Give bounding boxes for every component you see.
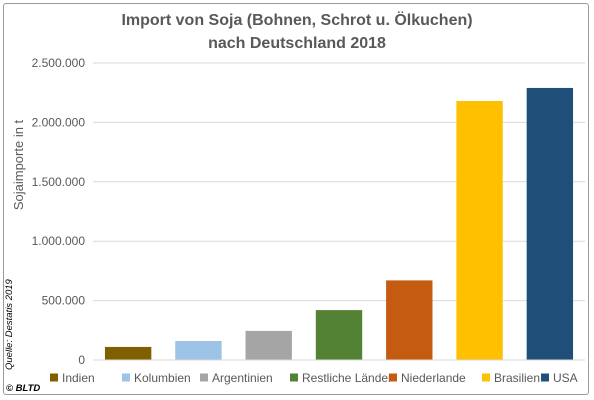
legend-item: Kolumbien xyxy=(122,371,191,385)
gridlines xyxy=(93,62,585,302)
bars xyxy=(104,87,574,361)
legend-label: Niederlande xyxy=(401,371,466,385)
source-note: Quelle: Destatis 2019 xyxy=(4,279,15,370)
bar-brasilien xyxy=(456,101,503,361)
legend-swatch xyxy=(290,373,298,382)
legend-swatch xyxy=(50,373,58,382)
y-tick-label: 1.500.000 xyxy=(32,175,86,189)
y-tick-label: 2.000.000 xyxy=(32,115,86,129)
legend-label: Indien xyxy=(62,371,95,385)
legend-swatch xyxy=(389,373,397,382)
bar-usa xyxy=(526,87,574,360)
y-tick-label: 2.500.000 xyxy=(32,56,86,70)
y-axis-ticks: 0 500.000 1.000.000 1.500.000 2.000.000 2.500… xyxy=(32,56,86,367)
legend-label: Kolumbien xyxy=(134,371,191,385)
bar-argentinien xyxy=(245,330,292,360)
legend-item: USA xyxy=(541,371,578,385)
bar-niederlande xyxy=(386,280,433,360)
legend-item: Restliche Länder xyxy=(290,371,392,385)
chart-subtitle: nach Deutschland 2018 xyxy=(208,35,386,52)
legend: Indien Kolumbien Argentinien Restliche Länd… xyxy=(50,371,578,385)
bar-indien xyxy=(104,346,152,360)
chart-title: Import von Soja (Bohnen, Schrot u. Ölkuc… xyxy=(121,12,473,29)
y-tick-label: 1.000.000 xyxy=(32,234,86,248)
legend-item: Niederlande xyxy=(389,371,466,385)
legend-swatch xyxy=(200,373,208,382)
bar-kolumbien xyxy=(175,340,222,360)
legend-swatch xyxy=(122,373,130,382)
legend-item: Argentinien xyxy=(200,371,273,385)
legend-label: Restliche Länder xyxy=(302,371,392,385)
legend-swatch xyxy=(482,373,490,382)
y-axis-label: Sojaimporte in t xyxy=(11,119,26,210)
legend-item: Brasilien xyxy=(482,371,540,385)
legend-item: Indien xyxy=(50,371,95,385)
legend-label: Brasilien xyxy=(494,371,540,385)
y-tick-label: 0 xyxy=(78,353,85,367)
copyright-note: © BLTD xyxy=(6,383,41,394)
bar-restliche-länder xyxy=(315,310,363,360)
legend-label: Argentinien xyxy=(212,371,273,385)
legend-label: USA xyxy=(553,371,578,385)
legend-swatch xyxy=(541,373,549,382)
y-tick-label: 500.000 xyxy=(42,294,86,308)
